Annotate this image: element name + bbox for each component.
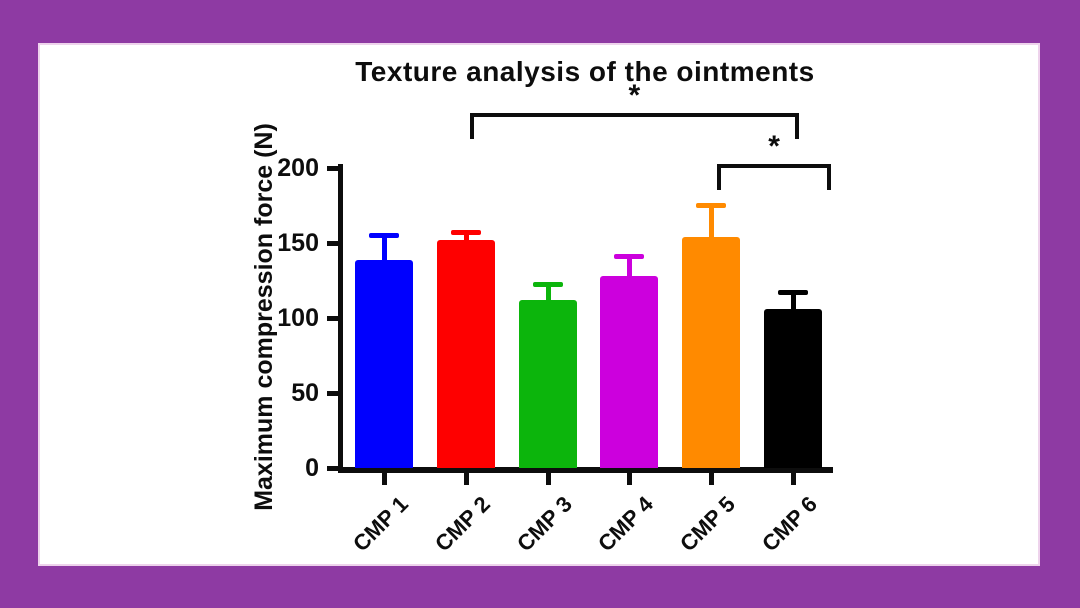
error-bar-stem-cmp-1 — [382, 232, 387, 260]
y-axis-tick — [327, 166, 338, 171]
x-axis-tick — [791, 473, 796, 485]
sig-bracket-left — [469, 113, 474, 139]
bar-cmp-2 — [436, 240, 495, 468]
y-tick-label: 50 — [291, 379, 319, 407]
x-axis-line — [338, 467, 833, 473]
bar-cmp-1 — [355, 259, 413, 468]
error-bar-stem-cmp-6 — [791, 289, 796, 309]
y-axis-tick — [327, 316, 338, 321]
chart-title: Texture analysis of the ointments — [355, 56, 815, 87]
x-axis-tick — [709, 473, 715, 485]
error-bar-stem-cmp-5 — [709, 202, 715, 237]
sig-bracket-right — [827, 164, 831, 190]
sig-asterisk: * — [628, 79, 641, 112]
y-axis-line — [338, 164, 343, 473]
y-tick-label: 0 — [305, 454, 319, 482]
y-axis-tick — [327, 241, 338, 246]
x-axis-tick — [382, 473, 387, 485]
sig-bracket-bar — [469, 113, 799, 117]
sig-bracket-bar — [717, 164, 831, 168]
x-axis-tick — [545, 473, 551, 485]
sig-asterisk: * — [768, 130, 780, 163]
bar-cmp-5 — [682, 237, 741, 468]
bar-cmp-6 — [764, 309, 822, 468]
y-tick-label: 100 — [277, 304, 319, 332]
x-axis-tick — [463, 473, 469, 485]
bar-cmp-4 — [600, 276, 659, 468]
y-tick-label: 150 — [277, 229, 319, 257]
bar-cmp-3 — [518, 300, 577, 468]
error-bar-stem-cmp-2 — [463, 229, 469, 240]
error-bar-stem-cmp-3 — [545, 282, 551, 300]
x-axis-tick — [627, 473, 633, 485]
y-tick-label: 200 — [277, 154, 319, 182]
y-axis-tick — [327, 391, 338, 396]
error-bar-stem-cmp-4 — [627, 253, 633, 276]
sig-bracket-right — [795, 113, 799, 139]
sig-bracket-left — [717, 164, 722, 190]
y-axis-tick — [327, 466, 338, 471]
